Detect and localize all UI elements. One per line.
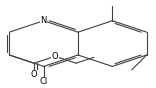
Text: O: O	[31, 70, 37, 79]
Text: Cl: Cl	[40, 77, 48, 86]
Text: N: N	[41, 16, 47, 25]
Text: O: O	[52, 52, 58, 61]
